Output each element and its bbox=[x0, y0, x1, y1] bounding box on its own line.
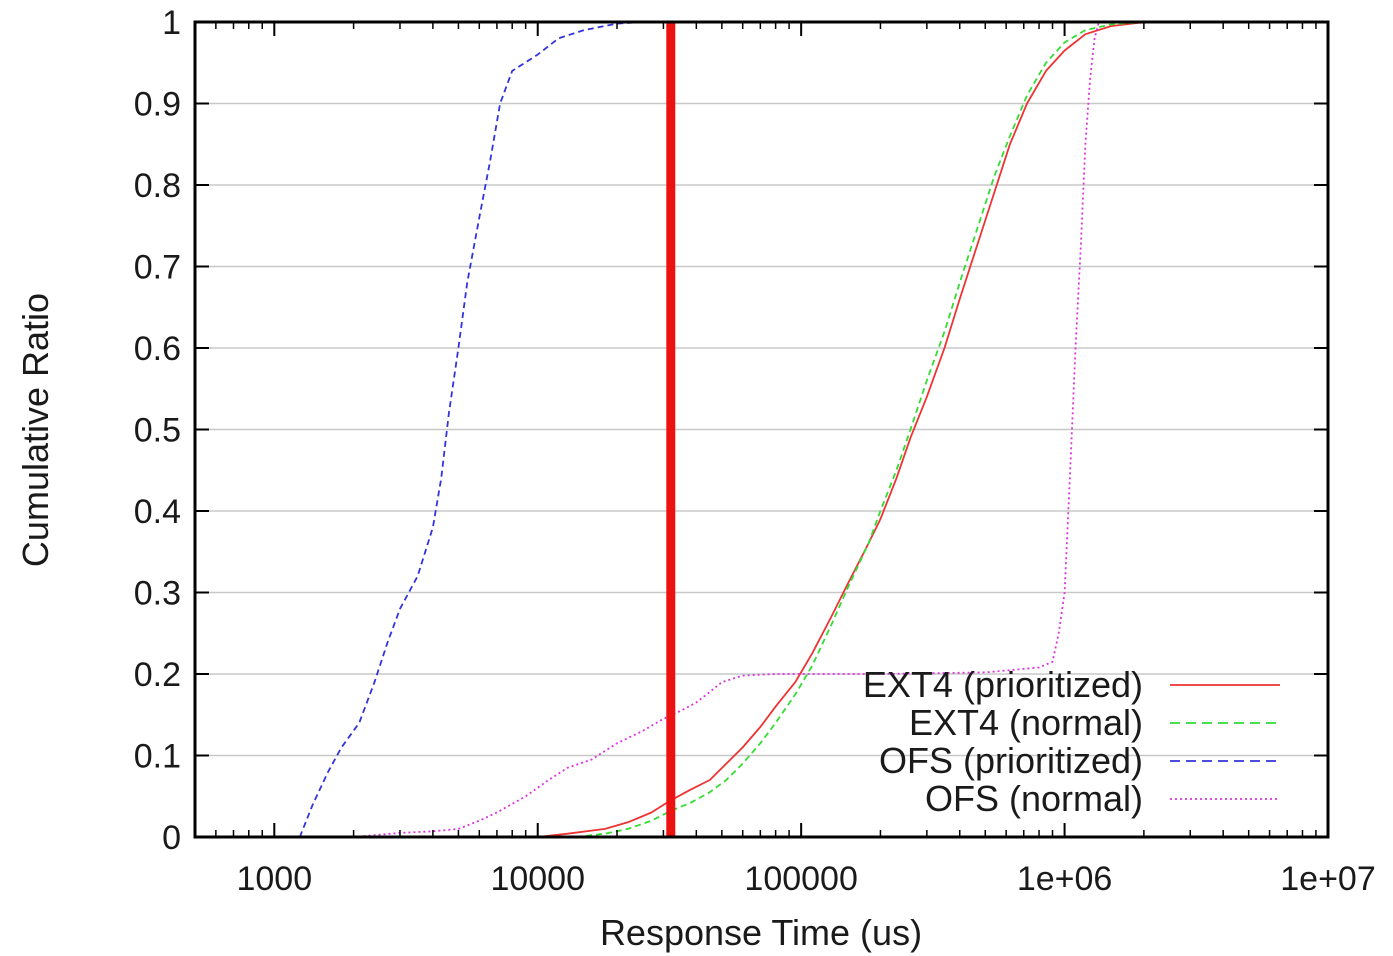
legend-label: EXT4 (prioritized) bbox=[863, 664, 1143, 705]
series-line-ext4-normal bbox=[576, 21, 1144, 838]
x-tick-labels: 1000 10000 100000 1e+06 1e+07 bbox=[236, 860, 1375, 898]
y-tick-label: 0.2 bbox=[134, 656, 181, 694]
axis-ticks bbox=[195, 21, 1329, 838]
y-tick-label: 0.8 bbox=[134, 167, 181, 205]
legend-label: OFS (prioritized) bbox=[879, 740, 1143, 781]
grid-lines bbox=[195, 102, 1328, 757]
y-tick-label: 0.9 bbox=[134, 86, 181, 124]
y-tick-label: 0.5 bbox=[134, 412, 181, 450]
x-axis-title: Response Time (us) bbox=[600, 912, 922, 953]
series-line-ofs-prioritized bbox=[298, 21, 643, 838]
y-tick-label: 0 bbox=[162, 819, 181, 857]
y-axis-title: Cumulative Ratio bbox=[15, 293, 56, 567]
y-tick-label: 0.6 bbox=[134, 330, 181, 368]
legend-label: EXT4 (normal) bbox=[909, 702, 1143, 743]
legend-label: OFS (normal) bbox=[925, 778, 1143, 819]
y-tick-label: 0.4 bbox=[134, 493, 181, 531]
x-tick-label: 1e+07 bbox=[1280, 860, 1376, 898]
x-tick-label: 100000 bbox=[744, 860, 857, 898]
x-tick-label: 1000 bbox=[236, 860, 312, 898]
legend: EXT4 (prioritized)EXT4 (normal)OFS (prio… bbox=[863, 664, 1280, 819]
y-tick-label: 0.7 bbox=[134, 249, 181, 287]
series-lines bbox=[298, 21, 1170, 838]
y-tick-labels: 0 0.1 0.2 0.3 0.4 0.5 0.6 0.7 0.8 0.9 1 bbox=[134, 4, 181, 857]
x-tick-label: 1e+06 bbox=[1017, 860, 1113, 898]
x-tick-label: 10000 bbox=[490, 860, 585, 898]
y-tick-label: 1 bbox=[162, 4, 181, 42]
y-tick-label: 0.3 bbox=[134, 575, 181, 613]
y-tick-label: 0.1 bbox=[134, 738, 181, 776]
series-line-ofs-normal bbox=[353, 21, 1100, 838]
